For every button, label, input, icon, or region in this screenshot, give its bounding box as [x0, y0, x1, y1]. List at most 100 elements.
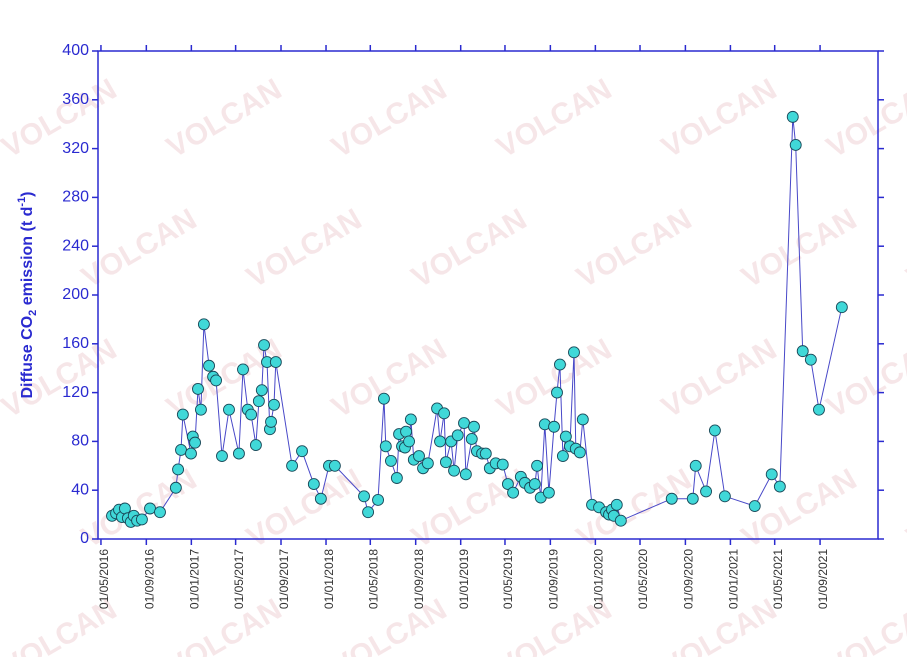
data-point: [245, 408, 258, 421]
data-point: [689, 459, 702, 472]
data-point: [404, 413, 417, 426]
data-point: [434, 435, 446, 448]
data-point: [307, 478, 320, 491]
watermark-text: VOLCAN: [901, 463, 907, 555]
data-point: [385, 454, 397, 467]
data-point: [135, 513, 148, 526]
data-point: [378, 392, 390, 405]
data-point: [189, 436, 201, 449]
data-point: [210, 374, 223, 387]
data-point: [531, 459, 544, 472]
data-point: [614, 514, 627, 527]
data-point: [576, 413, 589, 426]
data-point: [451, 429, 464, 442]
data-point: [507, 486, 520, 499]
x-tick-label: 01/09/2018: [412, 549, 426, 609]
x-tick-label: 01/09/2021: [816, 549, 830, 609]
y-tick-label: 120: [62, 384, 89, 401]
data-point: [265, 415, 277, 428]
y-label-part: ): [19, 191, 36, 196]
watermark-text: VOLCAN: [821, 593, 907, 657]
data-point: [765, 468, 778, 481]
watermark-text: VOLCAN: [406, 203, 532, 295]
watermark-text: VOLCAN: [571, 203, 697, 295]
y-tick-label: 0: [80, 530, 89, 547]
data-point: [479, 447, 492, 460]
watermark-text: VOLCAN: [491, 333, 617, 425]
data-point: [400, 425, 413, 438]
y-tick-label: 160: [62, 335, 89, 352]
data-point: [468, 420, 480, 433]
x-tick-label: 01/01/2017: [188, 549, 202, 609]
x-tick-label: 01/05/2017: [232, 549, 246, 609]
watermark-text: VOLCAN: [161, 73, 287, 165]
data-point: [786, 110, 799, 123]
y-tick-label: 360: [62, 91, 89, 108]
x-tick-label: 01/01/2019: [457, 549, 471, 609]
data-point: [232, 447, 245, 460]
watermark-text: VOLCAN: [821, 333, 907, 425]
data-point: [172, 463, 185, 476]
data-point: [252, 395, 265, 408]
watermark-text: VOLCAN: [656, 593, 782, 657]
data-point: [268, 398, 280, 411]
data-point: [176, 408, 189, 421]
x-tick-label: 01/05/2020: [636, 549, 650, 609]
data-point: [700, 485, 713, 498]
data-point: [258, 339, 270, 351]
data-point: [804, 353, 817, 366]
data-point: [185, 447, 197, 460]
data-point: [286, 459, 299, 472]
data-point: [459, 468, 472, 481]
watermark-text: VOLCAN: [0, 73, 122, 165]
x-tick-label: 01/01/2018: [322, 549, 336, 609]
watermark-text: VOLCAN: [821, 73, 907, 165]
y-axis-label: Diffuse CO2 emission (t d-1): [16, 191, 39, 398]
data-point: [465, 433, 478, 445]
x-tick-label: 01/09/2020: [682, 549, 696, 609]
data-point: [773, 480, 786, 493]
y-tick-label: 200: [62, 286, 89, 303]
data-point: [458, 417, 470, 430]
watermark-text: VOLCAN: [901, 203, 907, 295]
data-point: [223, 403, 235, 416]
data-point: [403, 435, 415, 448]
data-point: [269, 356, 282, 369]
data-point: [296, 445, 308, 458]
data-point: [154, 506, 166, 519]
watermark-text: VOLCAN: [76, 463, 202, 555]
data-point: [553, 358, 566, 371]
watermark-text: VOLCAN: [326, 73, 452, 165]
y-tick-label: 320: [62, 140, 89, 157]
data-point: [175, 443, 187, 456]
data-point: [835, 301, 848, 314]
data-point: [542, 486, 555, 499]
data-point: [610, 498, 623, 511]
watermark-text: VOLCAN: [241, 203, 367, 295]
data-point: [413, 450, 425, 462]
data-point: [438, 407, 451, 420]
y-tick-label: 80: [71, 433, 89, 450]
y-tick-label: 280: [62, 189, 89, 206]
data-point: [237, 363, 249, 376]
x-tick-label: 01/09/2019: [547, 549, 561, 609]
data-point: [362, 506, 375, 519]
data-point: [216, 450, 228, 462]
data-point: [501, 478, 514, 491]
data-point: [448, 464, 461, 477]
data-point: [255, 384, 268, 397]
data-point: [379, 440, 392, 453]
y-tick-label: 400: [62, 42, 89, 59]
data-point: [197, 318, 210, 331]
x-tick-label: 01/05/2019: [501, 549, 515, 609]
data-point: [439, 456, 452, 469]
data-point: [708, 424, 721, 437]
x-tick-label: 01/01/2020: [592, 549, 606, 609]
data-point: [358, 490, 370, 503]
data-point: [194, 403, 207, 416]
watermark-text: VOLCAN: [326, 593, 452, 657]
watermark-text: VOLCAN: [76, 203, 202, 295]
data-point: [556, 450, 569, 462]
data-point: [390, 472, 403, 484]
